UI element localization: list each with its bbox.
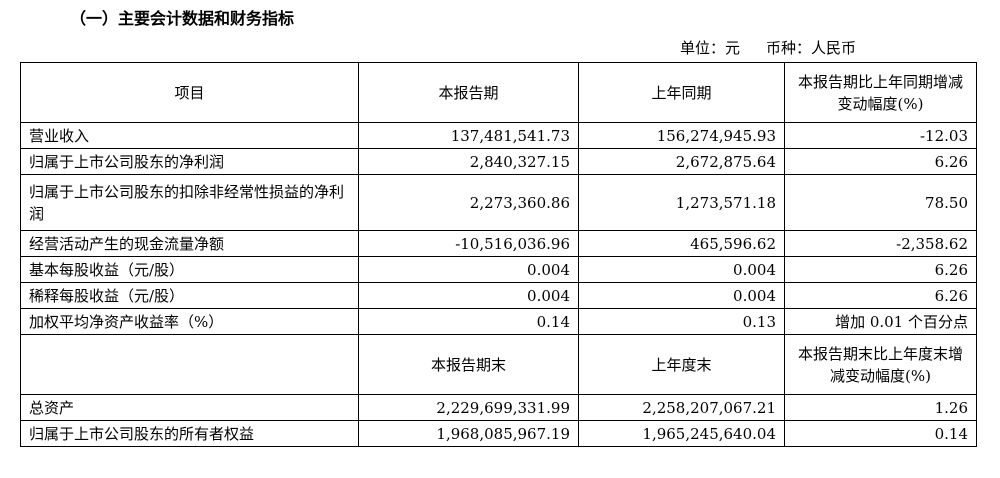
cell-change: 6.26 [784,148,977,175]
financial-data-table: 项目 本报告期 上年同期 本报告期比上年同期增减变动幅度(%) 营业收入 137… [20,62,977,447]
header-change: 本报告期比上年同期增减变动幅度(%) [784,62,977,123]
unit-line: 单位：元 币种：人民币 [680,38,856,58]
table-row: 稀释每股收益（元/股） 0.004 0.004 6.26 [20,282,977,309]
cell-prior: 0.13 [578,308,785,335]
cell-current: 0.004 [358,282,579,309]
cell-prior: 0.004 [578,282,785,309]
row-label: 归属于上市公司股东的净利润 [20,148,359,175]
row-label: 归属于上市公司股东的所有者权益 [20,420,359,447]
table-row: 加权平均净资产收益率（%） 0.14 0.13 增加 0.01 个百分点 [20,308,977,335]
cell-prior: 465,596.62 [578,230,785,257]
row-label: 总资产 [20,394,359,421]
cell-current: 2,840,327.15 [358,148,579,175]
currency-label: 币种：人民币 [766,39,857,57]
cell-prior: 156,274,945.93 [578,122,785,149]
table-row: 营业收入 137,481,541.73 156,274,945.93 -12.0… [20,122,977,149]
cell-change: 6.26 [784,282,977,309]
cell-change: -2,358.62 [784,230,977,257]
row-label: 归属于上市公司股东的扣除非经常性损益的净利润 [20,174,359,231]
table-header-row: 项目 本报告期 上年同期 本报告期比上年同期增减变动幅度(%) [20,62,977,123]
table-row: 基本每股收益（元/股） 0.004 0.004 6.26 [20,256,977,283]
row-label: 经营活动产生的现金流量净额 [20,230,359,257]
cell-prior: 2,672,875.64 [578,148,785,175]
row-label: 营业收入 [20,122,359,149]
cell-current: 2,229,699,331.99 [358,394,579,421]
subheader-change: 本报告期末比上年度末增减变动幅度(%) [784,334,977,395]
cell-change: 0.14 [784,420,977,447]
cell-current: -10,516,036.96 [358,230,579,257]
header-current-period: 本报告期 [358,62,579,123]
cell-current: 137,481,541.73 [358,122,579,149]
table-row: 归属于上市公司股东的净利润 2,840,327.15 2,672,875.64 … [20,148,977,175]
cell-prior: 2,258,207,067.21 [578,394,785,421]
cell-change: 增加 0.01 个百分点 [784,308,977,335]
subheader-period-end: 本报告期末 [358,334,579,395]
subheader-prior-year-end: 上年度末 [578,334,785,395]
header-prior-period: 上年同期 [578,62,785,123]
table-row: 归属于上市公司股东的扣除非经常性损益的净利润 2,273,360.86 1,27… [20,174,977,231]
cell-current: 2,273,360.86 [358,174,579,231]
row-label: 稀释每股收益（元/股） [20,282,359,309]
cell-change: -12.03 [784,122,977,149]
cell-prior: 1,965,245,640.04 [578,420,785,447]
table-row: 经营活动产生的现金流量净额 -10,516,036.96 465,596.62 … [20,230,977,257]
cell-current: 0.14 [358,308,579,335]
row-label: 基本每股收益（元/股） [20,256,359,283]
subheader-item [20,334,359,395]
cell-change: 6.26 [784,256,977,283]
cell-prior: 0.004 [578,256,785,283]
table-row: 总资产 2,229,699,331.99 2,258,207,067.21 1.… [20,394,977,421]
cell-prior: 1,273,571.18 [578,174,785,231]
cell-current: 1,968,085,967.19 [358,420,579,447]
cell-change: 1.26 [784,394,977,421]
table-row: 归属于上市公司股东的所有者权益 1,968,085,967.19 1,965,2… [20,420,977,447]
row-label: 加权平均净资产收益率（%） [20,308,359,335]
cell-change: 78.50 [784,174,977,231]
header-item: 项目 [20,62,359,123]
unit-label: 单位：元 [680,39,741,57]
section-title: （一）主要会计数据和财务指标 [70,9,295,28]
cell-current: 0.004 [358,256,579,283]
table-subheader-row: 本报告期末 上年度末 本报告期末比上年度末增减变动幅度(%) [20,334,977,395]
